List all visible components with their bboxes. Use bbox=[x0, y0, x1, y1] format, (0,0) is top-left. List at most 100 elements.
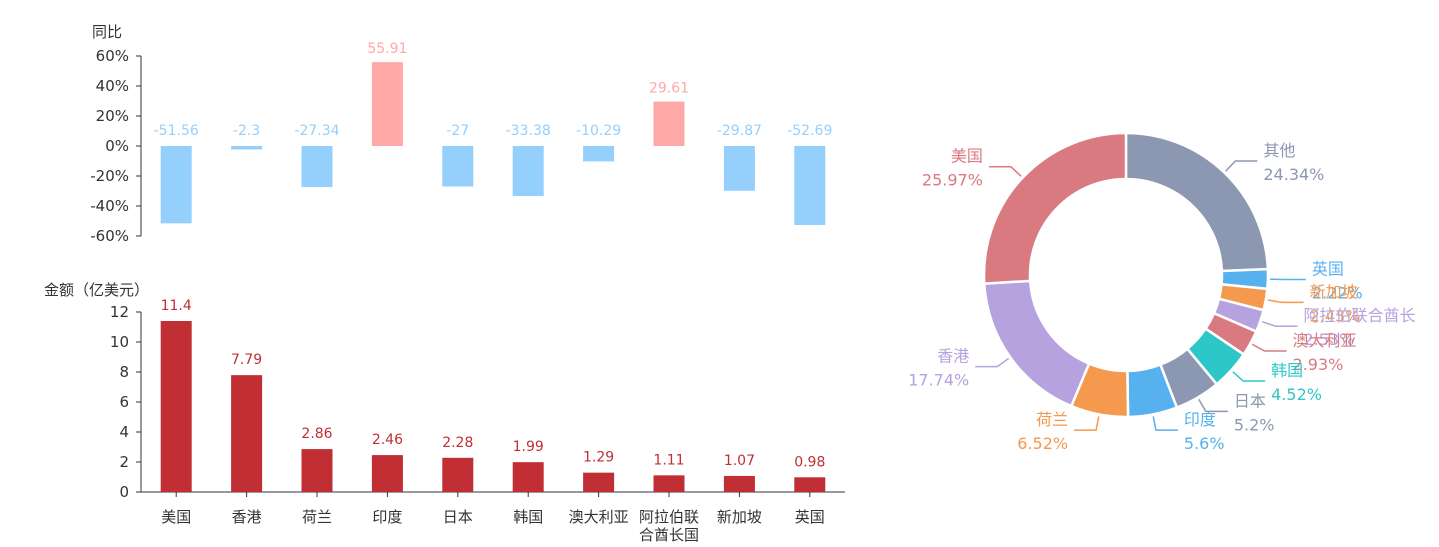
donut-leader-line bbox=[1251, 343, 1287, 352]
amount-bar bbox=[512, 462, 544, 492]
yoy-y-tick-label: -60% bbox=[90, 227, 129, 245]
amount-x-tick-label: 印度 bbox=[372, 508, 402, 526]
amount-bar bbox=[371, 455, 403, 492]
amount-value-label: 1.11 bbox=[653, 452, 684, 468]
yoy-y-tick-label: 20% bbox=[96, 107, 129, 125]
yoy-bar bbox=[512, 146, 544, 197]
donut-slice-name: 英国 bbox=[1312, 259, 1344, 278]
yoy-value-label: -29.87 bbox=[717, 123, 762, 139]
amount-value-label: 1.29 bbox=[583, 450, 614, 466]
amount-bar bbox=[442, 457, 474, 492]
yoy-value-label: -51.56 bbox=[154, 123, 199, 139]
amount-bar bbox=[231, 375, 263, 492]
amount-bar bbox=[301, 449, 333, 492]
amount-y-tick-label: 2 bbox=[119, 453, 129, 471]
yoy-y-tick-label: 40% bbox=[96, 77, 129, 95]
donut-slice-percent: 25.97% bbox=[922, 171, 983, 190]
yoy-value-label: -10.29 bbox=[576, 123, 621, 139]
yoy-bar bbox=[442, 146, 474, 187]
yoy-value-label: -27 bbox=[446, 123, 469, 139]
amount-x-tick-label: 英国 bbox=[795, 508, 825, 526]
donut-slice-percent: 4.52% bbox=[1271, 385, 1322, 404]
donut-slice-percent: 2.22% bbox=[1312, 283, 1363, 302]
yoy-bar bbox=[583, 146, 615, 162]
yoy-value-label: -2.3 bbox=[233, 123, 260, 139]
donut-slice-name: 美国 bbox=[951, 147, 983, 166]
amount-y-tick-label: 8 bbox=[119, 363, 129, 381]
amount-x-tick-label: 澳大利亚 bbox=[569, 508, 629, 526]
yoy-axis-title: 同比 bbox=[92, 23, 122, 41]
amount-y-tick-label: 0 bbox=[119, 483, 129, 501]
yoy-bar bbox=[723, 146, 755, 191]
donut-slice-percent: 5.2% bbox=[1234, 415, 1275, 434]
donut-slice-percent: 17.74% bbox=[908, 371, 969, 390]
donut-slice-percent: 2.93% bbox=[1293, 355, 1344, 374]
donut-leader-line bbox=[975, 357, 1010, 368]
donut-leader-line bbox=[1152, 416, 1178, 431]
yoy-bar bbox=[301, 146, 333, 188]
yoy-bar bbox=[371, 62, 403, 147]
donut-slice bbox=[1124, 131, 1270, 273]
yoy-bar-chart: 同比 60% 40% 20% 0% -20% -40% -60% -51.56 -2.3 -27.… bbox=[90, 23, 832, 245]
amount-bar bbox=[160, 321, 192, 492]
amount-value-label: 7.79 bbox=[231, 352, 262, 368]
amount-bar bbox=[653, 475, 685, 492]
amount-value-label: 11.4 bbox=[161, 298, 192, 314]
amount-value-label: 2.46 bbox=[372, 432, 403, 448]
share-donut-chart: 其他 24.34% 英国 2.22%新加坡 2.43%阿拉伯联合酋长 2.53%澳大利亚 2… bbox=[908, 131, 1415, 453]
donut-leader-line bbox=[988, 165, 1022, 177]
amount-bar bbox=[583, 472, 615, 492]
amount-x-tick-label: 荷兰 bbox=[302, 508, 332, 526]
yoy-bar bbox=[794, 146, 826, 226]
amount-bar-chart: 金额（亿美元） 12 10 8 6 4 2 0 11.4 美国 7.79 香港 2.86 荷兰 2.46 印… bbox=[44, 281, 845, 544]
yoy-bar bbox=[160, 146, 192, 224]
yoy-bar bbox=[231, 146, 263, 150]
amount-bar bbox=[723, 475, 755, 492]
amount-value-label: 0.98 bbox=[794, 454, 825, 470]
yoy-y-tick-label: 0% bbox=[105, 137, 129, 155]
yoy-value-label: -33.38 bbox=[506, 123, 551, 139]
amount-x-tick-label: 日本 bbox=[443, 508, 473, 526]
amount-y-tick-label: 12 bbox=[110, 303, 129, 321]
donut-leader-line bbox=[1232, 371, 1266, 382]
donut-slice-name: 澳大利亚 bbox=[1293, 331, 1357, 350]
yoy-value-label: -52.69 bbox=[787, 123, 832, 139]
donut-slice-percent: 24.34% bbox=[1263, 165, 1324, 184]
amount-value-label: 1.07 bbox=[724, 453, 755, 469]
donut-slice-name: 荷兰 bbox=[1036, 410, 1068, 429]
amount-value-label: 2.28 bbox=[442, 435, 473, 451]
amount-y-tick-label: 4 bbox=[119, 423, 129, 441]
donut-leader-line bbox=[1267, 299, 1304, 304]
donut-slice-name: 新加坡 bbox=[1310, 282, 1358, 301]
yoy-value-label: 55.91 bbox=[367, 41, 407, 57]
donut-leader-line bbox=[1261, 320, 1298, 327]
donut-leader-line bbox=[1074, 416, 1100, 431]
donut-slice-name: 日本 bbox=[1234, 391, 1266, 410]
yoy-value-label: -27.34 bbox=[294, 123, 339, 139]
donut-leader-line bbox=[1225, 160, 1258, 172]
donut-slice-percent: 2.43% bbox=[1310, 306, 1361, 325]
donut-slice bbox=[982, 131, 1128, 285]
amount-x-tick-label: 美国 bbox=[161, 508, 191, 526]
donut-leader-line bbox=[1198, 398, 1228, 413]
donut-slice-name: 印度 bbox=[1184, 410, 1216, 429]
amount-x-tick-label: 阿拉伯联 bbox=[639, 508, 699, 526]
amount-value-label: 2.86 bbox=[301, 426, 332, 442]
amount-x-tick-label: 韩国 bbox=[513, 508, 543, 526]
amount-x-tick-label: 合酋长国 bbox=[639, 526, 699, 544]
amount-bar bbox=[794, 477, 826, 492]
amount-value-label: 1.99 bbox=[513, 439, 544, 455]
yoy-y-tick-label: -20% bbox=[90, 167, 129, 185]
amount-x-tick-label: 新加坡 bbox=[717, 508, 762, 526]
donut-slice-name: 香港 bbox=[937, 347, 969, 366]
amount-y-tick-label: 10 bbox=[110, 333, 129, 351]
donut-slice-name: 阿拉伯联合酋长 bbox=[1303, 306, 1415, 325]
donut-slice-percent: 5.6% bbox=[1184, 434, 1225, 453]
yoy-y-tick-label: -40% bbox=[90, 197, 129, 215]
yoy-bar bbox=[653, 101, 685, 146]
yoy-y-tick-label: 60% bbox=[96, 47, 129, 65]
donut-slice-percent: 6.52% bbox=[1017, 434, 1068, 453]
amount-axis-title: 金额（亿美元） bbox=[44, 281, 149, 299]
donut-slice-name: 韩国 bbox=[1271, 361, 1303, 380]
